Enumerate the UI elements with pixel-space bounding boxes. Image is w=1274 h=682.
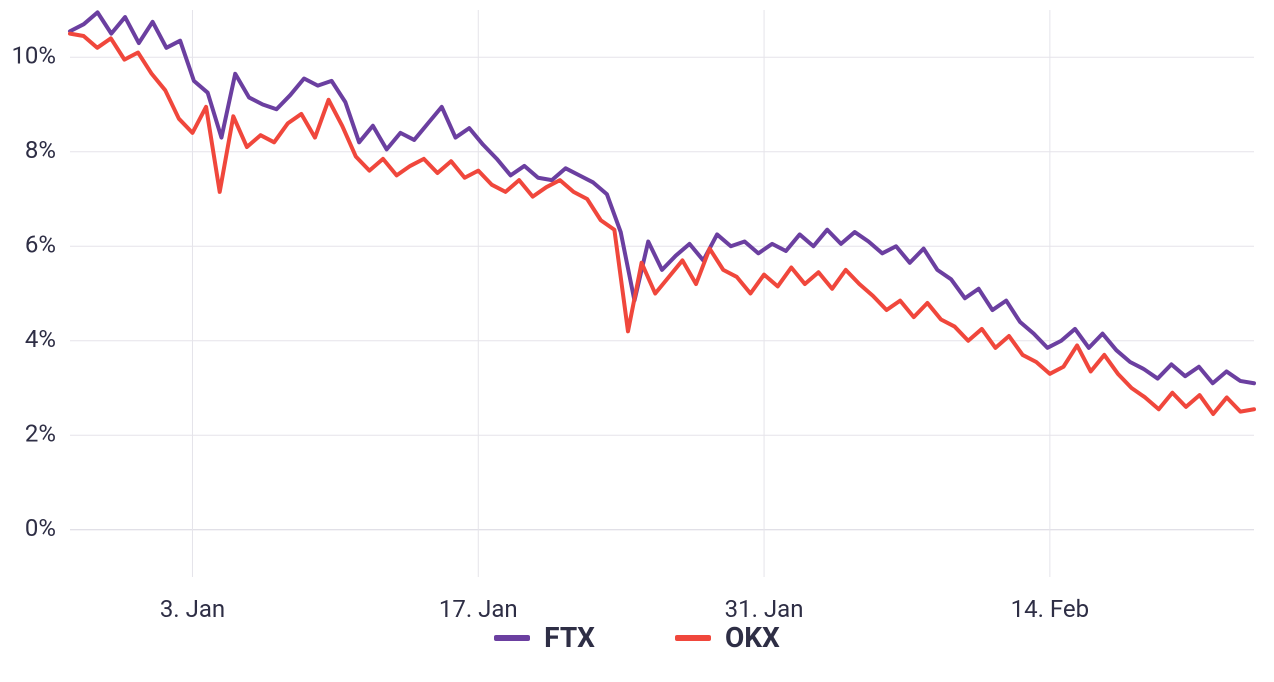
chart-container: 0% 2% 4% 6% 8% 10% 3. Jan 17. Jan 31. Jan 14. Feb… <box>0 0 1274 682</box>
y-tick-label: 10% <box>11 42 56 70</box>
legend-item-okx: OKX <box>675 621 780 654</box>
y-tick-label: 8% <box>25 136 56 164</box>
y-tick-label: 4% <box>25 325 56 353</box>
x-tick-label: 14. Feb <box>1011 595 1089 623</box>
legend: FTX OKX <box>0 621 1274 654</box>
x-tick-label: 3. Jan <box>160 595 225 623</box>
legend-label: FTX <box>544 621 595 654</box>
y-tick-label: 2% <box>25 420 56 448</box>
legend-label: OKX <box>725 621 780 654</box>
x-tick-label: 17. Jan <box>439 595 518 623</box>
legend-swatch <box>675 635 711 641</box>
y-tick-label: 6% <box>25 231 56 259</box>
x-tick-label: 31. Jan <box>725 595 804 623</box>
y-tick-label: 0% <box>25 514 56 542</box>
legend-item-ftx: FTX <box>494 621 595 654</box>
legend-swatch <box>494 635 530 641</box>
line-chart: 0% 2% 4% 6% 8% 10% 3. Jan 17. Jan 31. Jan 14. Feb <box>0 0 1274 682</box>
